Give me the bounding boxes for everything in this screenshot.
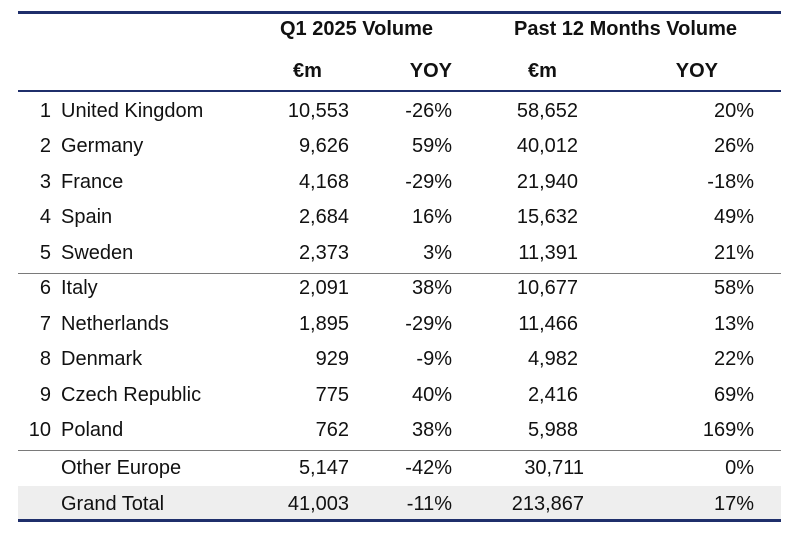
row-q1-volume: 9,626 xyxy=(298,135,349,157)
header-p12m-eur-m: €m xyxy=(528,60,557,82)
row-rank: 1 xyxy=(39,100,51,122)
row-country: Sweden xyxy=(61,242,134,264)
row-p12m-yoy: 22% xyxy=(713,348,754,370)
row-country: Poland xyxy=(61,419,124,441)
row-rank: 4 xyxy=(39,206,51,228)
divider-top5 xyxy=(18,273,781,274)
row-country: Czech Republic xyxy=(61,384,202,406)
row-q1-volume: 5,147 xyxy=(298,457,349,479)
row-q1-volume: 41,003 xyxy=(287,493,349,515)
row-q1-yoy: 3% xyxy=(423,242,452,264)
row-country: Denmark xyxy=(61,348,143,370)
row-rank: 9 xyxy=(39,384,51,406)
row-p12m-volume: 5,988 xyxy=(527,419,578,441)
row-rank: 2 xyxy=(39,135,51,157)
table-row: 2 Germany 9,626 59% 40,012 26% xyxy=(18,132,781,167)
row-q1-yoy: -42% xyxy=(405,457,452,479)
row-country: Other Europe xyxy=(61,457,182,479)
row-p12m-volume: 40,012 xyxy=(516,135,578,157)
table-row: 8 Denmark 929 -9% 4,982 22% xyxy=(18,345,781,380)
table-row: 7 Netherlands 1,895 -29% 11,466 13% xyxy=(18,310,781,345)
row-q1-volume: 762 xyxy=(315,419,349,441)
row-p12m-volume: 15,632 xyxy=(516,206,578,228)
row-p12m-volume: 2,416 xyxy=(527,384,578,406)
header-rule xyxy=(18,90,781,92)
row-rank: 5 xyxy=(39,242,51,264)
row-q1-yoy: 38% xyxy=(411,277,452,299)
header-q1-yoy: YOY xyxy=(409,60,452,82)
row-p12m-volume: 30,711 xyxy=(524,457,584,479)
table-row-grand-total: Grand Total 41,003 -11% 213,867 17% xyxy=(18,486,781,521)
row-p12m-yoy: -18% xyxy=(707,171,754,193)
row-rank: 6 xyxy=(39,277,51,299)
table-row: 10 Poland 762 38% 5,988 169% xyxy=(18,416,781,451)
row-p12m-yoy: 26% xyxy=(713,135,754,157)
row-country: Grand Total xyxy=(61,493,165,515)
row-p12m-yoy: 169% xyxy=(702,419,754,441)
bottom-rule xyxy=(18,519,781,522)
header-past-12-months-volume: Past 12 Months Volume xyxy=(514,18,738,40)
row-p12m-volume: 10,677 xyxy=(516,277,578,299)
row-q1-yoy: 59% xyxy=(411,135,452,157)
row-q1-volume: 775 xyxy=(315,384,349,406)
row-q1-yoy: -9% xyxy=(416,348,452,370)
row-p12m-yoy: 13% xyxy=(713,313,754,335)
table-row: 4 Spain 2,684 16% 15,632 49% xyxy=(18,203,781,238)
row-p12m-yoy: 20% xyxy=(713,100,754,122)
row-p12m-yoy: 17% xyxy=(713,493,754,515)
row-q1-yoy: -26% xyxy=(405,100,452,122)
row-country: United Kingdom xyxy=(61,100,204,122)
row-q1-yoy: -29% xyxy=(405,313,452,335)
row-q1-volume: 929 xyxy=(315,348,349,370)
row-country: Spain xyxy=(61,206,113,228)
row-q1-yoy: 16% xyxy=(411,206,452,228)
row-q1-volume: 4,168 xyxy=(298,171,349,193)
row-p12m-yoy: 0% xyxy=(725,457,754,479)
row-q1-volume: 2,091 xyxy=(298,277,349,299)
row-rank: 3 xyxy=(39,171,51,193)
row-p12m-yoy: 69% xyxy=(713,384,754,406)
row-country: Netherlands xyxy=(61,313,169,335)
row-rank: 7 xyxy=(39,313,51,335)
row-p12m-volume: 11,466 xyxy=(518,313,578,335)
table-row: 3 France 4,168 -29% 21,940 -18% xyxy=(18,168,781,203)
row-q1-yoy: 40% xyxy=(411,384,452,406)
row-q1-volume: 2,373 xyxy=(298,242,349,264)
row-p12m-volume: 21,940 xyxy=(516,171,578,193)
row-p12m-volume: 11,391 xyxy=(518,242,578,264)
row-p12m-volume: 213,867 xyxy=(511,493,584,515)
row-p12m-volume: 4,982 xyxy=(527,348,578,370)
table-row: 9 Czech Republic 775 40% 2,416 69% xyxy=(18,381,781,416)
table-row: 5 Sweden 2,373 3% 11,391 21% xyxy=(18,239,781,274)
top-rule xyxy=(18,11,781,14)
row-country: Germany xyxy=(61,135,144,157)
header-q1-volume: Q1 2025 Volume xyxy=(280,18,434,40)
row-p12m-yoy: 21% xyxy=(713,242,754,264)
row-country: France xyxy=(61,171,124,193)
row-rank: 10 xyxy=(28,419,51,441)
row-q1-volume: 1,895 xyxy=(298,313,349,335)
row-p12m-yoy: 49% xyxy=(713,206,754,228)
row-q1-volume: 10,553 xyxy=(287,100,349,122)
row-q1-volume: 2,684 xyxy=(298,206,349,228)
table-row: 6 Italy 2,091 38% 10,677 58% xyxy=(18,274,781,309)
header-p12m-yoy: YOY xyxy=(675,60,718,82)
table-row-other: Other Europe 5,147 -42% 30,711 0% xyxy=(18,451,781,486)
row-q1-yoy: -11% xyxy=(406,493,452,515)
row-rank: 8 xyxy=(39,348,51,370)
row-p12m-yoy: 58% xyxy=(713,277,754,299)
divider-top10 xyxy=(18,450,781,451)
row-q1-yoy: 38% xyxy=(411,419,452,441)
table-row: 1 United Kingdom 10,553 -26% 58,652 20% xyxy=(18,97,781,132)
header-q1-eur-m: €m xyxy=(293,60,322,82)
row-q1-yoy: -29% xyxy=(405,171,452,193)
row-country: Italy xyxy=(61,277,98,299)
row-p12m-volume: 58,652 xyxy=(516,100,578,122)
